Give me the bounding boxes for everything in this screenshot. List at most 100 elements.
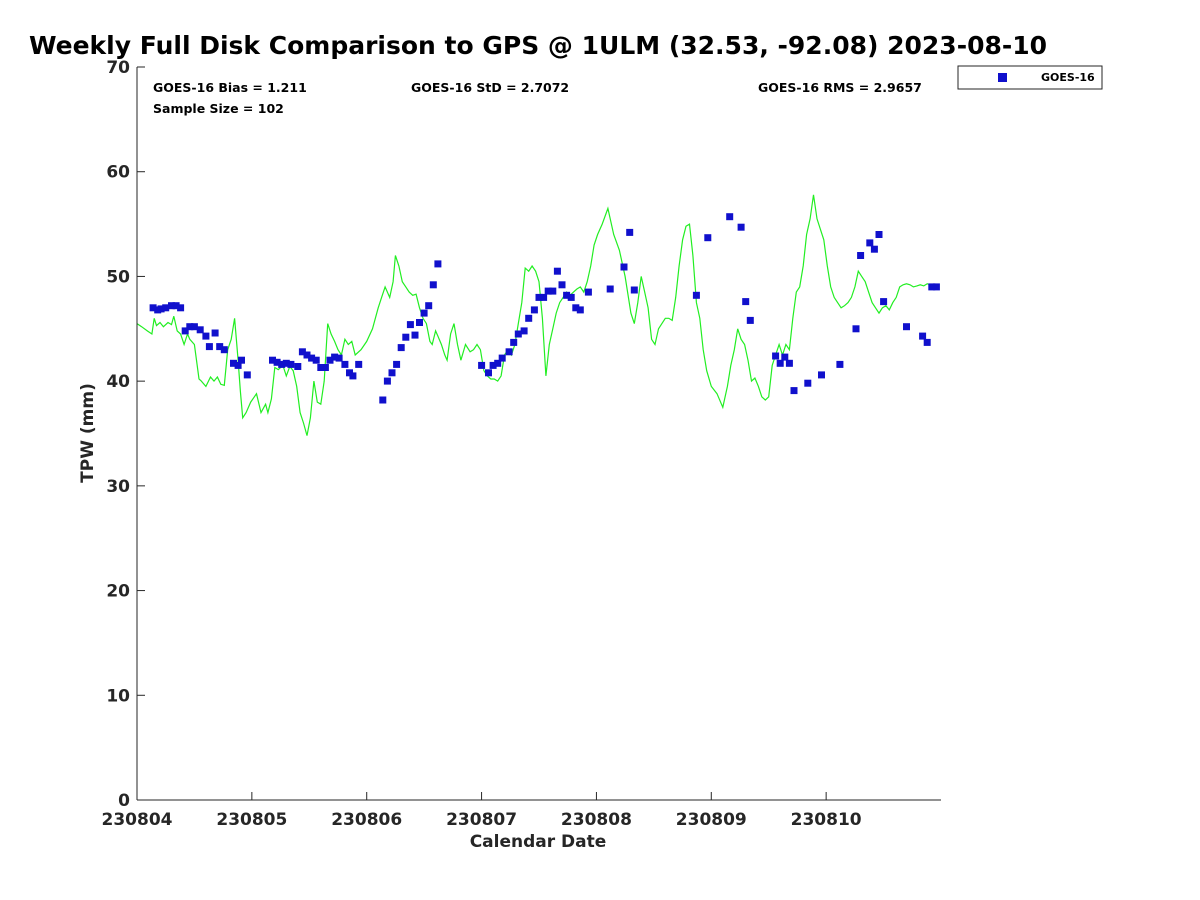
goes16-point xyxy=(287,360,295,368)
x-tick-label: 230810 xyxy=(791,810,862,830)
axes xyxy=(136,67,941,801)
goes16-point xyxy=(406,321,414,329)
goes16-point xyxy=(411,331,419,339)
chart-title: Weekly Full Disk Comparison to GPS @ 1UL… xyxy=(29,31,1047,60)
y-tick-label: 0 xyxy=(118,791,130,811)
goes16-point xyxy=(478,361,486,369)
goes16-point xyxy=(620,263,628,271)
goes16-point xyxy=(804,379,812,387)
goes16-point xyxy=(576,306,584,314)
goes16-point xyxy=(558,281,566,289)
goes16-point xyxy=(776,359,784,367)
y-tick-label: 10 xyxy=(106,686,130,706)
goes16-point xyxy=(331,353,339,361)
goes16-point xyxy=(870,245,878,253)
goes16-point xyxy=(282,359,290,367)
goes16-point xyxy=(416,319,423,326)
goes16-point xyxy=(572,304,580,312)
plot-area xyxy=(137,67,941,800)
goes16-point xyxy=(494,359,502,367)
goes16-point xyxy=(746,316,754,324)
legend-label-goes16: GOES-16 xyxy=(1041,71,1095,84)
x-axis-ticks: 230804 230805 230806 230807 230808 230809 2308… xyxy=(102,792,862,830)
goes16-point xyxy=(553,267,561,275)
goes16-point xyxy=(190,323,198,331)
goes16-point xyxy=(514,330,522,338)
goes16-point xyxy=(294,363,302,370)
goes16-point xyxy=(397,344,405,352)
goes16-point xyxy=(567,293,575,301)
goes16-point xyxy=(857,252,865,259)
goes16-point xyxy=(273,358,281,366)
goes16-point xyxy=(393,360,401,368)
goes16-point xyxy=(243,371,251,379)
goes16-point xyxy=(563,291,571,299)
goes16-point xyxy=(584,288,592,296)
goes16-point xyxy=(485,369,492,377)
goes16-point xyxy=(606,285,614,293)
goes16-point xyxy=(742,298,750,306)
y-tick-label: 20 xyxy=(106,582,130,602)
goes16-point xyxy=(772,352,780,360)
y-axis-ticks: 0 10 20 30 40 50 60 70 xyxy=(106,58,145,811)
goes16-point xyxy=(205,343,213,351)
goes16-point xyxy=(298,348,306,356)
goes16-point xyxy=(932,283,940,291)
goes16-series xyxy=(149,213,940,404)
goes16-point xyxy=(425,302,433,310)
goes16-point xyxy=(489,361,497,369)
goes16-point xyxy=(181,327,189,335)
goes16-point xyxy=(234,361,242,369)
x-tick-label: 230807 xyxy=(446,810,517,830)
gps-series xyxy=(136,194,938,436)
goes16-point xyxy=(923,338,931,346)
goes16-point xyxy=(312,356,320,364)
goes16-point xyxy=(919,332,927,340)
goes16-point xyxy=(544,287,552,295)
goes16-point xyxy=(535,293,543,301)
legend-marker-goes16 xyxy=(998,73,1007,82)
y-tick-label: 30 xyxy=(106,477,130,497)
goes16-point xyxy=(549,287,557,295)
goes16-point xyxy=(704,234,712,242)
goes16-point xyxy=(520,327,528,335)
goes16-point xyxy=(238,356,245,364)
goes16-point xyxy=(162,304,170,312)
goes16-point xyxy=(875,231,883,238)
legend: GOES-16 xyxy=(957,65,1103,90)
y-tick-label: 70 xyxy=(106,58,130,78)
goes16-point xyxy=(186,323,194,331)
goes16-point xyxy=(434,260,442,268)
goes16-point xyxy=(216,343,224,351)
goes16-point xyxy=(202,332,210,340)
goes16-point xyxy=(852,325,860,333)
goes16-point xyxy=(726,213,734,221)
y-tick-label: 60 xyxy=(106,163,130,183)
goes16-point xyxy=(278,360,286,368)
goes16-point xyxy=(429,281,437,289)
goes16-point xyxy=(818,371,825,379)
goes16-point xyxy=(326,356,334,364)
goes16-point xyxy=(866,239,874,247)
gps-line xyxy=(136,194,938,436)
x-tick-label: 230809 xyxy=(676,810,747,830)
x-tick-label: 230808 xyxy=(561,810,632,830)
goes16-point xyxy=(149,304,157,312)
goes16-point xyxy=(420,309,428,317)
goes16-point xyxy=(903,323,910,331)
goes16-point xyxy=(157,305,165,313)
goes16-point xyxy=(303,351,311,359)
goes16-point xyxy=(790,387,798,395)
goes16-point xyxy=(402,333,410,341)
goes16-point xyxy=(525,314,533,322)
goes16-point xyxy=(388,369,396,377)
sample-size-annotation: Sample Size = 102 xyxy=(153,101,284,116)
x-axis-label: Calendar Date xyxy=(470,832,607,852)
rms-annotation: GOES-16 RMS = 2.9657 xyxy=(758,80,922,95)
goes16-point xyxy=(692,291,700,299)
x-tick-label: 230804 xyxy=(102,810,173,830)
goes16-point xyxy=(355,360,363,368)
goes16-point xyxy=(781,353,789,361)
goes16-point xyxy=(220,346,228,354)
